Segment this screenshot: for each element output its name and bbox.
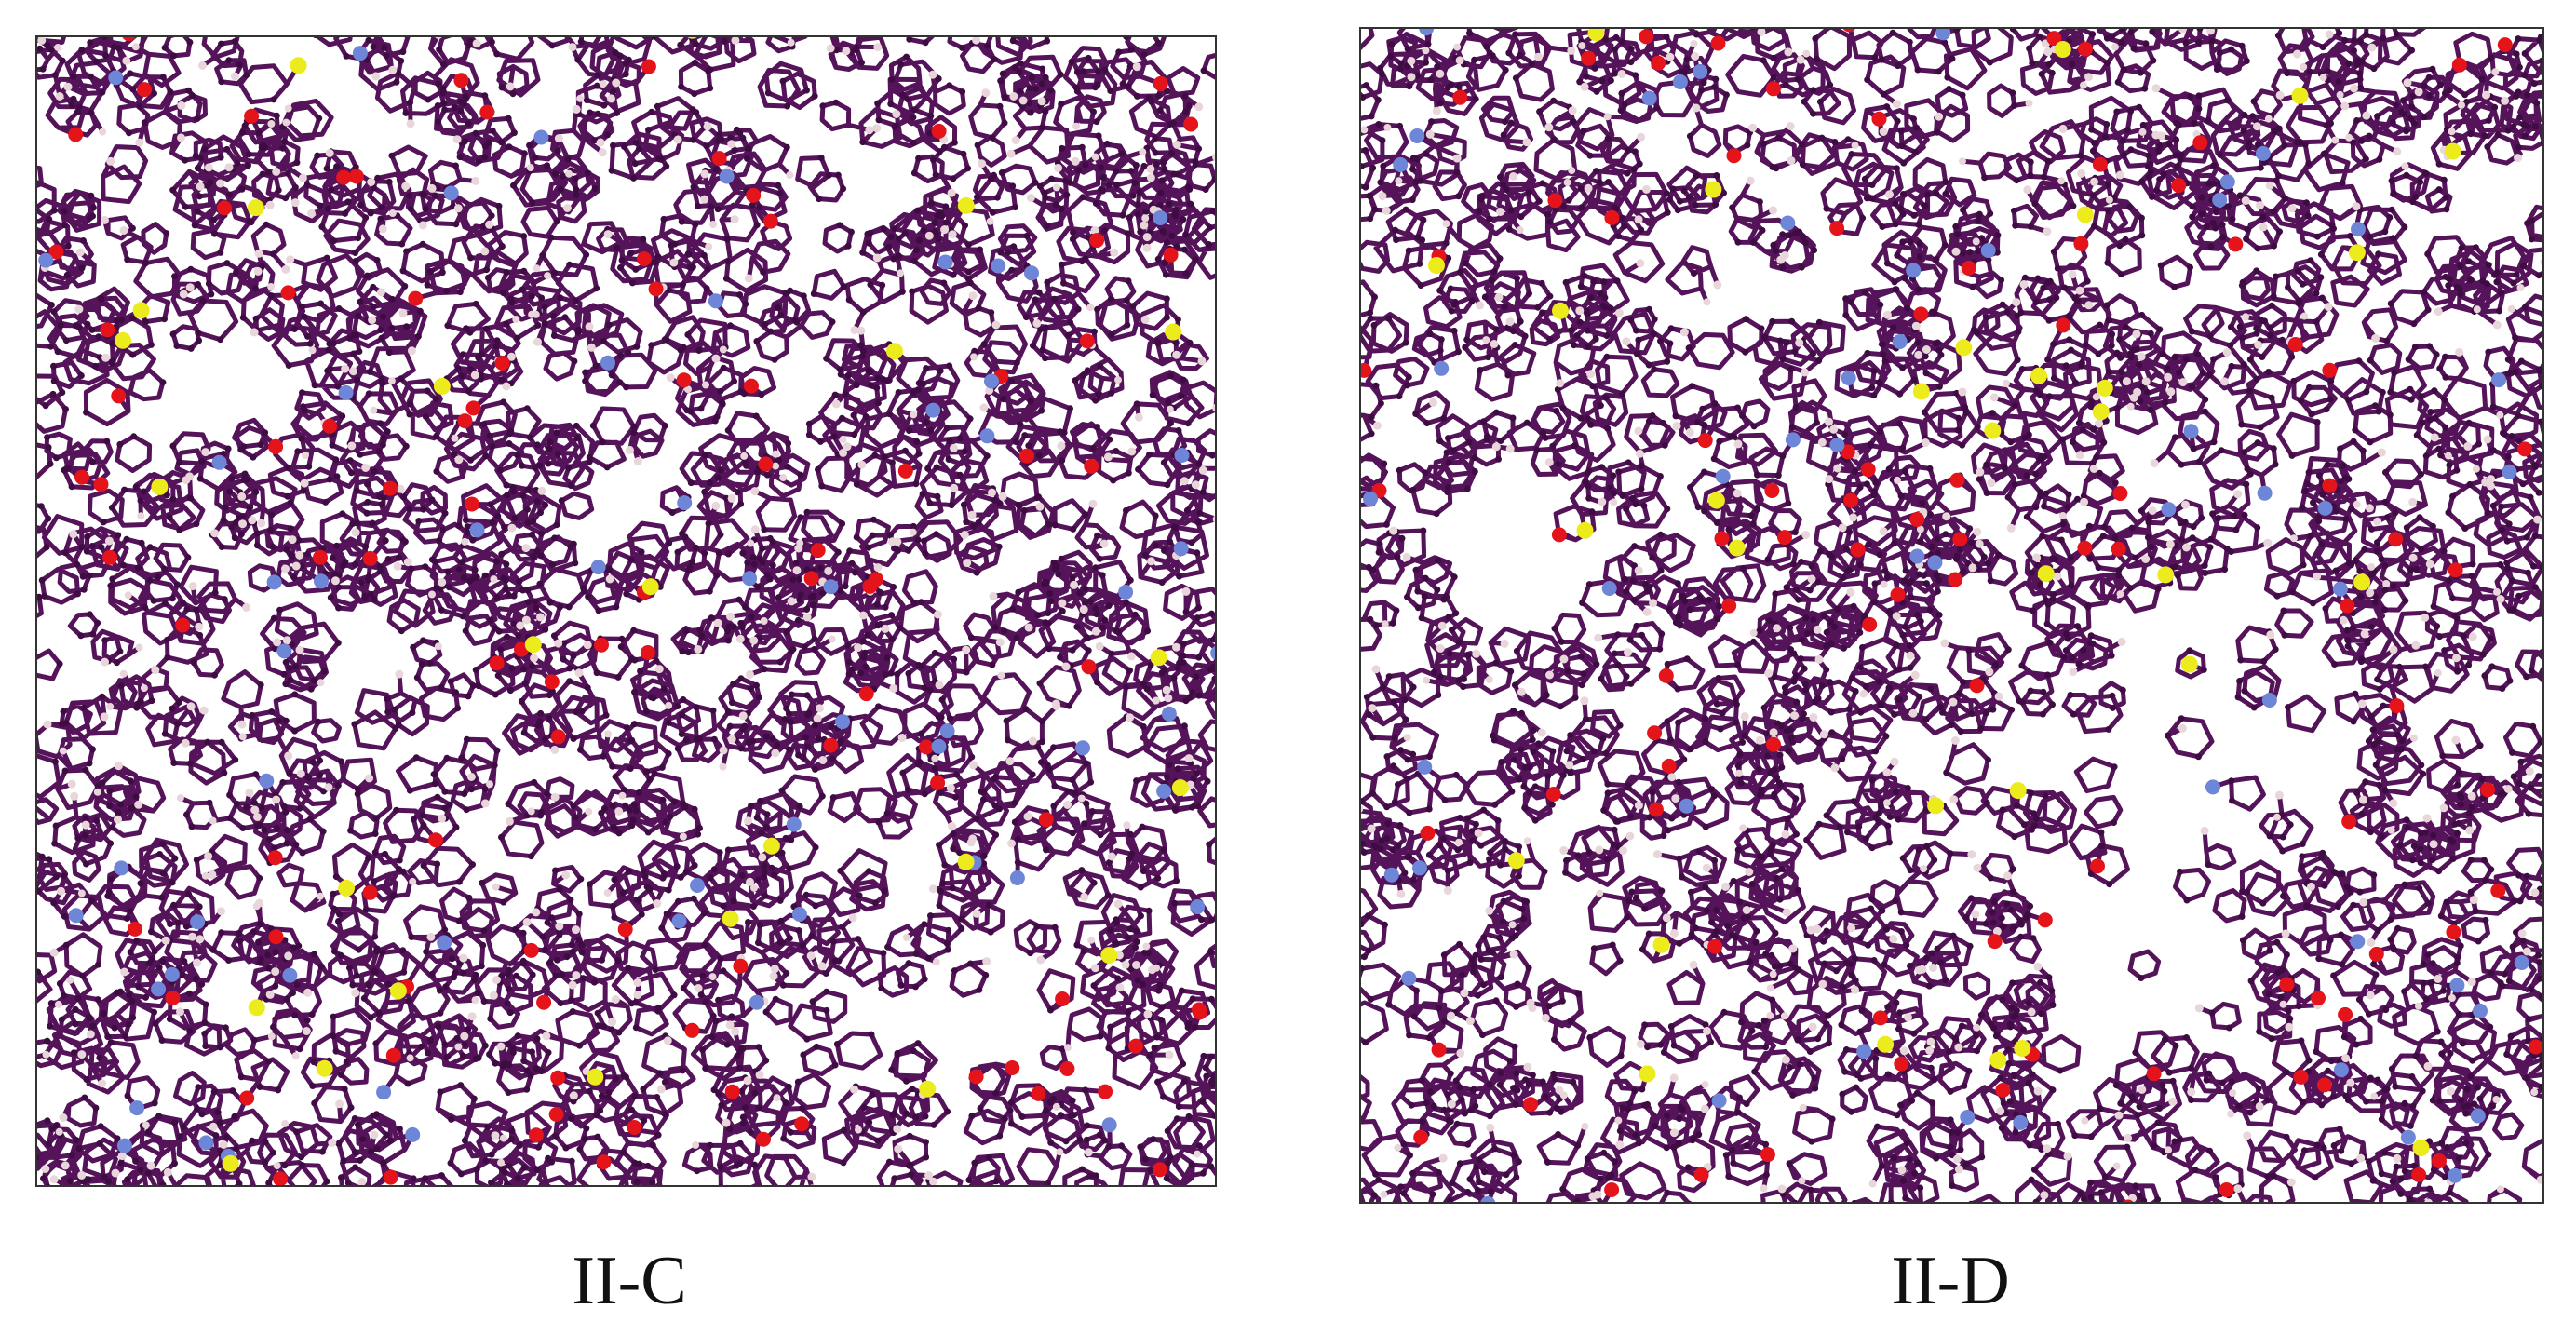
panel-ii-c [36,36,1216,1186]
panel-label: II-C [572,1243,686,1319]
carbon-atoms [1360,28,2543,1203]
panel-frame [1359,27,2544,1204]
panel-label: II-D [1891,1243,2009,1319]
panel-frame [35,35,1217,1187]
panel-ii-d [1360,28,2543,1203]
